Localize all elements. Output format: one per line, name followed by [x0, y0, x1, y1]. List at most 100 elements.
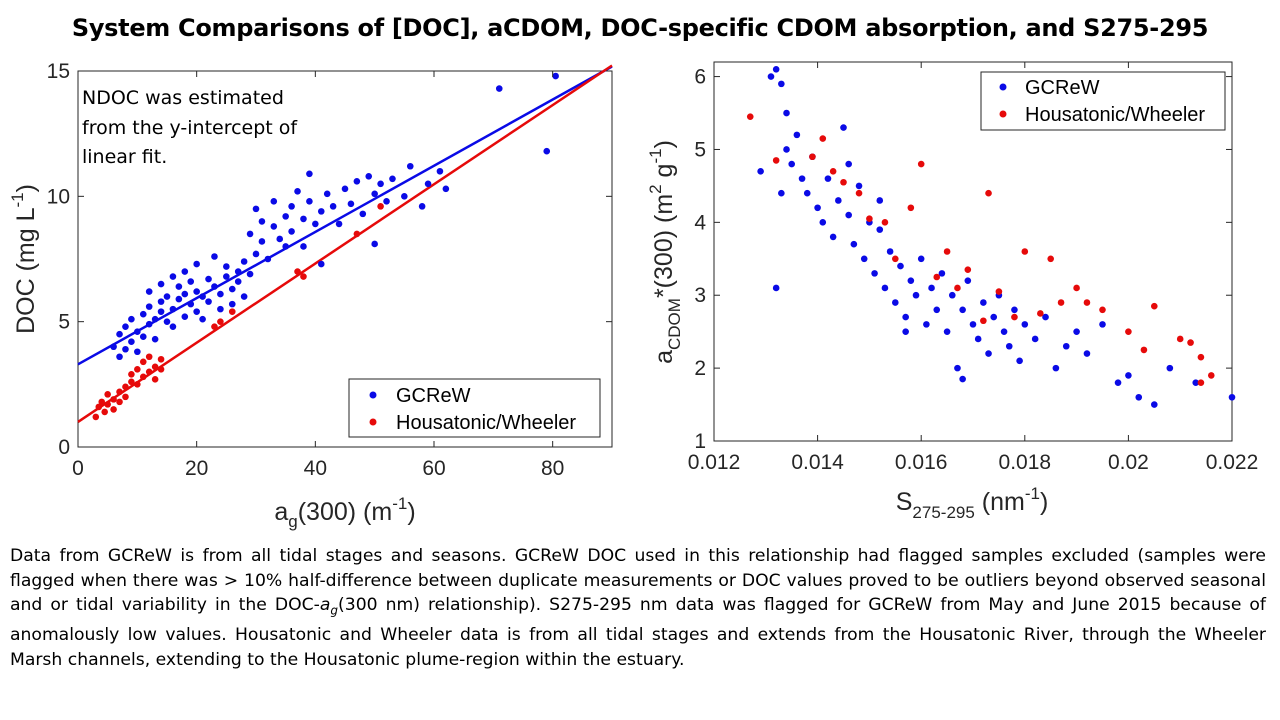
gcrew-point — [122, 323, 129, 330]
legend-marker-gcrew — [369, 391, 377, 399]
housatonic-point — [128, 371, 135, 378]
gcrew-point — [912, 291, 920, 299]
gcrew-point — [933, 306, 941, 314]
housatonic-point — [809, 153, 816, 161]
gcrew-point — [193, 260, 200, 268]
gcrew-point — [145, 320, 153, 328]
housatonic-point — [1197, 379, 1205, 386]
gcrew-point — [377, 180, 384, 188]
gcrew-point — [495, 85, 503, 92]
gcrew-point — [323, 190, 331, 198]
gcrew-point — [246, 230, 254, 238]
housatonic-point — [985, 189, 992, 197]
housatonic-point — [855, 189, 863, 197]
housatonic-point — [139, 373, 147, 381]
gcrew-point — [282, 243, 289, 250]
gcrew-point — [406, 162, 414, 170]
chart1-x-axis-label: ag(300) (m-1) — [274, 494, 415, 531]
housatonic-point — [110, 396, 117, 403]
gcrew-point — [157, 308, 165, 315]
gcrew-point — [969, 321, 977, 328]
gcrew-point — [110, 343, 117, 351]
gcrew-point — [1114, 379, 1122, 386]
gcrew-point — [892, 299, 899, 306]
gcrew-point — [793, 131, 801, 139]
housatonic-point — [1037, 310, 1044, 317]
fit-line — [77, 65, 613, 366]
gcrew-point — [335, 220, 343, 228]
gcrew-point — [1192, 379, 1200, 386]
housatonic-point — [294, 268, 301, 275]
housatonic-point — [377, 203, 384, 210]
housatonic-point — [980, 317, 987, 325]
chart1-annotation: NDOC was estimated from the y-intercept … — [82, 87, 298, 168]
chart1-legend: GCReW Housatonic/Wheeler — [348, 378, 601, 438]
housatonic-point — [881, 219, 889, 226]
gcrew-point — [803, 189, 811, 197]
gcrew-point — [767, 73, 775, 80]
y-tick-label: 5 — [694, 138, 706, 161]
gcrew-point — [1073, 328, 1080, 335]
housatonic-point — [128, 378, 135, 386]
gcrew-point — [824, 175, 832, 182]
gcrew-point — [365, 172, 373, 180]
gcrew-point — [128, 315, 135, 323]
gcrew-point — [139, 333, 147, 341]
y-tick-label: 0 — [58, 436, 70, 459]
gcrew-point — [1052, 364, 1060, 372]
gcrew-point — [1011, 306, 1018, 314]
gcrew-point — [928, 284, 935, 292]
gcrew-point — [145, 303, 153, 310]
gcrew-point — [1099, 321, 1106, 328]
chart2-points — [746, 65, 1236, 408]
gcrew-point — [424, 180, 432, 188]
slide-title: System Comparisons of [DOC], aCDOM, DOC-… — [71, 14, 1209, 42]
housatonic-point — [829, 168, 837, 175]
housatonic-point — [228, 308, 236, 315]
gcrew-point — [772, 284, 780, 292]
gcrew-point — [199, 293, 206, 300]
gcrew-point — [980, 299, 987, 306]
gcrew-point — [778, 80, 785, 88]
gcrew-point — [317, 260, 325, 268]
housatonic-point — [1099, 306, 1106, 314]
y-tick-label: 1 — [694, 430, 706, 453]
gcrew-point — [288, 203, 295, 210]
housatonic-point — [217, 318, 224, 325]
caption-part-2: (300 nm) relationship). S275-295 nm data… — [10, 595, 1266, 670]
gcrew-point — [1151, 401, 1158, 408]
gcrew-point — [240, 258, 248, 265]
gcrew-point — [371, 240, 378, 248]
gcrew-point — [205, 298, 212, 305]
gcrew-point — [876, 197, 884, 204]
gcrew-point — [860, 255, 868, 263]
housatonic-point — [964, 266, 972, 274]
gcrew-point — [819, 219, 827, 226]
housatonic-point — [1047, 255, 1054, 263]
gcrew-point — [234, 278, 242, 285]
chart1-fit-lines — [77, 64, 613, 423]
gcrew-point — [128, 338, 135, 346]
legend-label-housatonic: Housatonic/Wheeler — [396, 412, 576, 434]
gcrew-point — [814, 204, 821, 212]
gcrew-point — [228, 285, 236, 293]
housatonic-point — [157, 365, 165, 373]
gcrew-point — [840, 124, 847, 131]
gcrew-point — [383, 198, 390, 205]
housatonic-point — [122, 383, 129, 391]
gcrew-point — [902, 328, 909, 335]
gcrew-point — [134, 348, 141, 356]
chart2-x-axis-label: S275-295 (nm-1) — [896, 484, 1049, 522]
legend-marker-housatonic — [999, 110, 1007, 118]
gcrew-point — [116, 353, 123, 361]
x-tick-label: 0.02 — [1108, 451, 1149, 474]
housatonic-point — [1073, 284, 1080, 292]
gcrew-point — [418, 203, 426, 210]
y-tick-label: 3 — [694, 284, 706, 307]
gcrew-point — [317, 208, 325, 215]
gcrew-point — [258, 238, 266, 245]
gcrew-point — [169, 273, 177, 280]
gcrew-point — [181, 268, 189, 275]
gcrew-point — [223, 263, 230, 270]
